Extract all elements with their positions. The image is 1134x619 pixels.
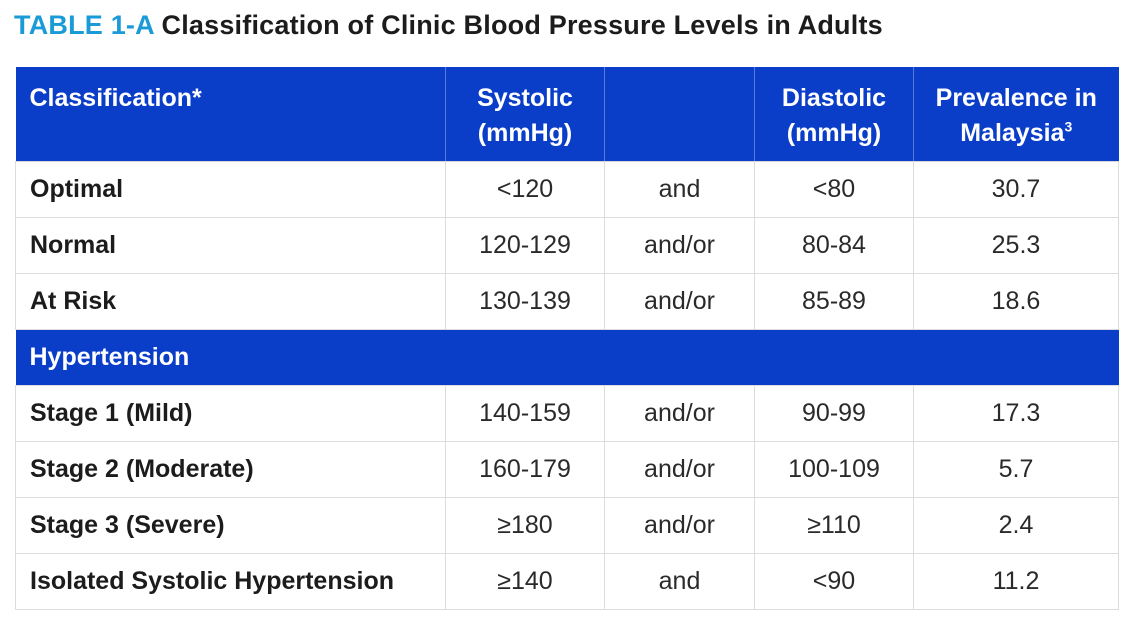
bp-classification-table: Classification* Systolic (mmHg) Diastoli… [15,67,1119,610]
row-classification: Stage 3 (Severe) [15,496,446,554]
row-classification: Isolated Systolic Hypertension [15,552,446,610]
table-row: Stage 3 (Severe) ≥180 and/or ≥110 2.4 [15,496,1119,554]
row-classification: Optimal [15,160,446,218]
row-classification: Stage 1 (Mild) [15,384,446,442]
row-prevalence: 5.7 [913,440,1119,498]
row-prevalence: 25.3 [913,216,1119,274]
row-prevalence: 17.3 [913,384,1119,442]
header-row: Classification* Systolic (mmHg) Diastoli… [15,67,1119,162]
row-connector: and [604,552,755,610]
row-prevalence: 11.2 [913,552,1119,610]
row-systolic: 160-179 [445,440,605,498]
row-diastolic: <90 [754,552,914,610]
row-systolic: ≥180 [445,496,605,554]
section-row-hypertension: Hypertension [15,329,1119,385]
row-connector: and/or [604,496,755,554]
row-diastolic: <80 [754,160,914,218]
row-systolic: ≥140 [445,552,605,610]
header-prevalence-reference: 3 [1064,118,1073,135]
row-prevalence: 2.4 [913,496,1119,554]
row-connector: and/or [604,272,755,330]
header-diastolic-label: Diastolic [781,84,887,112]
header-classification: Classification* [15,67,446,162]
header-connector [604,67,755,162]
header-systolic: Systolic (mmHg) [445,67,605,162]
table-title: TABLE 1-A Classification of Clinic Blood… [14,10,883,41]
section-label: Hypertension [15,329,1119,385]
header-diastolic: Diastolic (mmHg) [754,67,914,162]
table-row: Optimal <120 and <80 30.7 [15,160,1119,218]
table-row: Isolated Systolic Hypertension ≥140 and … [15,552,1119,610]
row-classification: At Risk [15,272,446,330]
table-number: TABLE 1-A [14,10,154,40]
row-diastolic: 100-109 [754,440,914,498]
row-diastolic: ≥110 [754,496,914,554]
header-diastolic-unit: (mmHg) [786,119,882,147]
row-prevalence: 18.6 [913,272,1119,330]
row-systolic: 130-139 [445,272,605,330]
table-row: At Risk 130-139 and/or 85-89 18.6 [15,272,1119,330]
row-connector: and [604,160,755,218]
table-caption: Classification of Clinic Blood Pressure … [161,10,883,40]
row-diastolic: 85-89 [754,272,914,330]
row-prevalence: 30.7 [913,160,1119,218]
table-row: Stage 2 (Moderate) 160-179 and/or 100-10… [15,440,1119,498]
table-row: Stage 1 (Mild) 140-159 and/or 90-99 17.3 [15,384,1119,442]
row-diastolic: 90-99 [754,384,914,442]
row-systolic: 120-129 [445,216,605,274]
header-systolic-label: Systolic [477,84,573,112]
header-prevalence: Prevalence in Malaysia3 [913,67,1119,162]
row-connector: and/or [604,384,755,442]
row-diastolic: 80-84 [754,216,914,274]
row-classification: Normal [15,216,446,274]
row-systolic: 140-159 [445,384,605,442]
row-connector: and/or [604,216,755,274]
header-systolic-unit: (mmHg) [477,119,573,147]
row-classification: Stage 2 (Moderate) [15,440,446,498]
row-systolic: <120 [445,160,605,218]
header-prevalence-label: Prevalence in [935,84,1097,112]
header-prevalence-country: Malaysia [960,119,1065,147]
row-connector: and/or [604,440,755,498]
table-row: Normal 120-129 and/or 80-84 25.3 [15,216,1119,274]
